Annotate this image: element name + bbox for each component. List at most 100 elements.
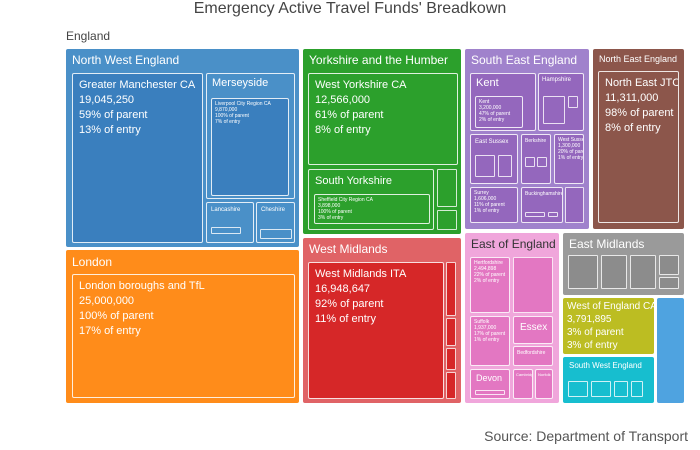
leaf-pct-parent: 100% of parent: [215, 113, 249, 119]
leaf-stub[interactable]: [568, 96, 578, 108]
leaf-pct-entry: 1% of entry: [474, 337, 500, 343]
leaf-pct-parent: 20% of parent: [558, 149, 583, 155]
leaf-stub[interactable]: [601, 255, 627, 289]
leaf-surrey[interactable]: Surrey 1,606,000 11% of parent 1% of ent…: [470, 187, 518, 223]
node-label: Merseyside: [212, 77, 269, 89]
leaf-value: 16,948,647: [315, 283, 371, 295]
leaf-pct-entry: 3% of entry: [318, 215, 344, 221]
node-south-yorkshire[interactable]: South Yorkshire Sheffield City Region CA…: [308, 169, 434, 230]
leaf-stub[interactable]: [565, 187, 584, 223]
leaf-stub[interactable]: [446, 372, 456, 399]
leaf-value: 2,494,898: [474, 266, 497, 272]
leaf-pct-entry: 8% of entry: [605, 122, 661, 134]
leaf-south-west-strip[interactable]: [657, 298, 684, 403]
leaf-stub[interactable]: [631, 381, 643, 397]
region-west-of-england-ca[interactable]: West of England CA 3,791,895 3% of paren…: [563, 298, 654, 354]
region-london[interactable]: London London boroughs and TfL 25,000,00…: [66, 250, 299, 403]
region-label: West Midlands: [309, 242, 388, 256]
leaf-name: Hertfordshire: [474, 260, 503, 266]
region-label: South West England: [569, 361, 642, 370]
leaf-stub[interactable]: [568, 381, 588, 397]
leaf-stub[interactable]: [548, 212, 558, 217]
leaf-london-boroughs-and-tfl[interactable]: London boroughs and TfL 25,000,000 100% …: [72, 274, 295, 398]
leaf-stub[interactable]: [446, 262, 456, 316]
region-north-east-england[interactable]: North East England North East JTC 11,311…: [593, 49, 684, 229]
node-merseyside[interactable]: Merseyside Liverpool City Region CA 9,87…: [206, 73, 295, 199]
leaf-west-midlands-ita[interactable]: West Midlands ITA 16,948,647 92% of pare…: [308, 262, 444, 399]
leaf-stub[interactable]: [446, 348, 456, 370]
leaf-value: 11,311,000: [605, 92, 659, 104]
leaf-pct-entry: 17% of entry: [79, 325, 141, 337]
region-yorkshire-and-the-humber[interactable]: Yorkshire and the Humber West Yorkshire …: [303, 49, 461, 234]
leaf-stub[interactable]: [260, 229, 292, 239]
node-east-sussex[interactable]: East Sussex: [470, 134, 518, 184]
leaf-stub[interactable]: [513, 257, 553, 313]
node-buckinghamshire[interactable]: Buckinghamshire: [521, 187, 563, 223]
leaf-suffolk[interactable]: Suffolk 1,937,000 17% of parent 1% of en…: [470, 316, 510, 366]
leaf-stub[interactable]: [614, 381, 628, 397]
node-label: Berkshire: [525, 138, 547, 144]
leaf-name: Greater Manchester CA: [79, 79, 196, 91]
node-devon[interactable]: Devon: [470, 369, 510, 399]
node-cambridgeshire[interactable]: Cambridgeshire: [513, 369, 533, 399]
leaf-name: North East JTC: [605, 77, 679, 89]
node-cheshire[interactable]: Cheshire: [256, 202, 295, 243]
leaf-pct-parent: 3% of parent: [567, 327, 624, 338]
region-north-west-england[interactable]: North West England Greater Manchester CA…: [66, 49, 299, 247]
leaf-pct-parent: 11% of parent: [474, 202, 505, 208]
node-hampshire[interactable]: Hampshire: [538, 73, 584, 131]
leaf-value: 3,898,000: [318, 203, 341, 209]
leaf-stub[interactable]: [525, 212, 545, 217]
leaf-kent[interactable]: Kent 3,200,000 47% of parent 2% of entry: [475, 96, 523, 128]
leaf-value: 3,791,895: [567, 314, 612, 325]
node-essex[interactable]: Essex: [513, 316, 553, 344]
leaf-stub[interactable]: [446, 318, 456, 346]
region-label: North East England: [599, 54, 678, 64]
treemap-root-label[interactable]: England: [66, 29, 111, 43]
leaf-greater-manchester-ca[interactable]: Greater Manchester CA 19,045,250 59% of …: [72, 73, 203, 243]
leaf-name: West Midlands ITA: [315, 268, 407, 280]
leaf-value: 12,566,000: [315, 94, 371, 106]
leaf-west-sussex[interactable]: West Sussex 1,300,000 20% of parent 1% o…: [554, 134, 584, 184]
leaf-stub[interactable]: [437, 210, 457, 230]
leaf-stub[interactable]: [498, 155, 512, 177]
leaf-pct-entry: 1% of entry: [558, 155, 584, 161]
leaf-stub[interactable]: [475, 155, 495, 177]
leaf-stub[interactable]: [525, 157, 535, 167]
leaf-stub[interactable]: [591, 381, 611, 397]
leaf-stub[interactable]: [537, 157, 547, 167]
leaf-name: Suffolk: [474, 319, 490, 325]
node-label: Essex: [520, 322, 548, 333]
region-south-east-england[interactable]: South East England Kent Kent 3,200,000 4…: [465, 49, 589, 229]
region-west-midlands[interactable]: West Midlands West Midlands ITA 16,948,6…: [303, 238, 461, 403]
leaf-pct-entry: 11% of entry: [315, 313, 376, 325]
node-bedfordshire[interactable]: Bedfordshire: [513, 346, 553, 366]
leaf-stub[interactable]: [659, 255, 679, 275]
region-east-midlands[interactable]: East Midlands: [563, 233, 684, 295]
leaf-hertfordshire[interactable]: Hertfordshire 2,494,898 22% of parent 2%…: [470, 257, 510, 313]
leaf-pct-parent: 98% of parent: [605, 107, 674, 119]
leaf-stub[interactable]: [568, 255, 598, 289]
region-label: London: [72, 255, 113, 269]
node-berkshire[interactable]: Berkshire: [521, 134, 551, 184]
node-norfolk[interactable]: Norfolk: [535, 369, 553, 399]
leaf-stub[interactable]: [630, 255, 656, 289]
node-kent[interactable]: Kent Kent 3,200,000 47% of parent 2% of …: [470, 73, 536, 131]
leaf-value: 1,300,000: [558, 143, 581, 149]
region-east-of-england[interactable]: East of England Hertfordshire 2,494,898 …: [465, 233, 559, 403]
leaf-west-yorkshire-ca[interactable]: West Yorkshire CA 12,566,000 61% of pare…: [308, 73, 458, 165]
leaf-sheffield-city-region-ca[interactable]: Sheffield City Region CA 3,898,000 100% …: [314, 194, 430, 224]
leaf-stub[interactable]: [543, 96, 565, 124]
leaf-liverpool-city-region-ca[interactable]: Liverpool City Region CA 9,870,000 100% …: [211, 98, 289, 196]
node-label: Cheshire: [261, 207, 286, 213]
region-south-west-england[interactable]: South West England: [563, 357, 654, 403]
leaf-stub[interactable]: [211, 227, 241, 234]
leaf-stub[interactable]: [659, 277, 679, 289]
leaf-north-east-jtc[interactable]: North East JTC 11,311,000 98% of parent …: [598, 71, 679, 223]
leaf-value: 25,000,000: [79, 295, 135, 307]
leaf-stub[interactable]: [475, 390, 505, 395]
region-label: North West England: [72, 53, 180, 67]
leaf-stub[interactable]: [437, 169, 457, 207]
node-lancashire[interactable]: Lancashire: [206, 202, 254, 243]
leaf-pct-entry: 2% of entry: [479, 117, 505, 123]
